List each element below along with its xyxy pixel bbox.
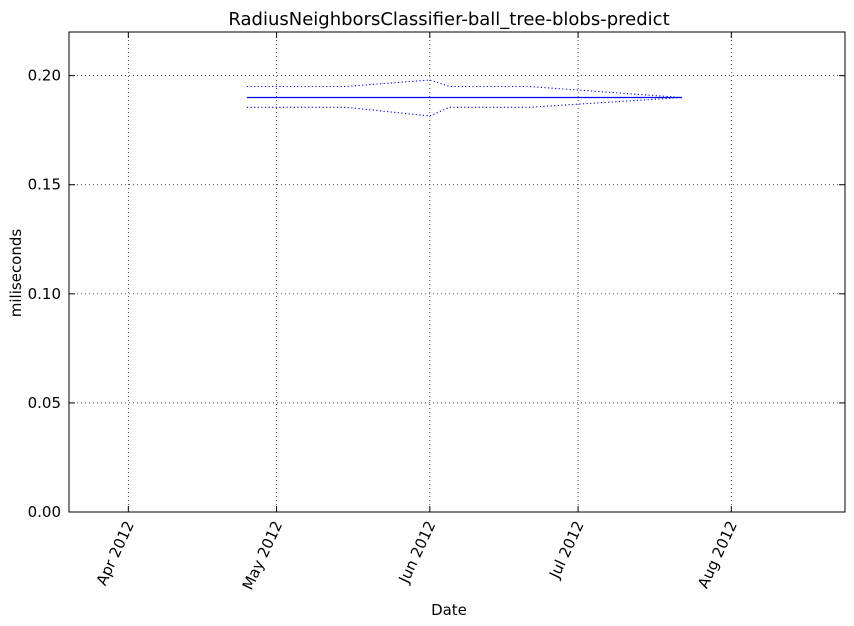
y-tick-label: 0.15 <box>28 176 61 194</box>
x-axis-label: Date <box>431 601 467 619</box>
y-tick-label: 0.00 <box>28 503 61 521</box>
series-layer <box>246 79 682 117</box>
plot-frame <box>68 31 846 513</box>
y-tick-label: 0.05 <box>28 394 61 412</box>
y-axis-label: miliseconds <box>7 229 25 318</box>
y-tick-label: 0.20 <box>28 67 61 85</box>
chart-title: RadiusNeighborsClassifier-ball_tree-blob… <box>228 9 669 30</box>
y-tick-label: 0.10 <box>28 285 61 303</box>
series-line-lower <box>246 96 682 117</box>
